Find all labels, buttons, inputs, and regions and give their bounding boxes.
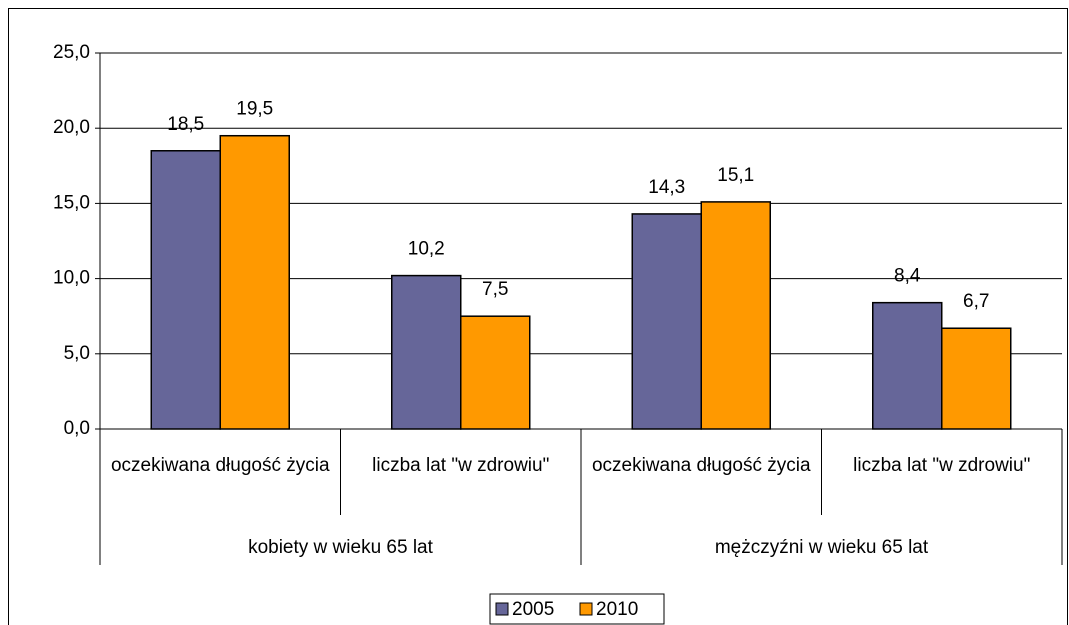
- data-label: 15,1: [717, 165, 754, 186]
- bar: [872, 301, 943, 430]
- legend-box: [489, 593, 665, 625]
- data-label: 19,5: [236, 99, 273, 120]
- bar: [631, 213, 702, 430]
- data-label: 18,5: [167, 114, 204, 135]
- data-label: 10,2: [408, 239, 445, 260]
- bar: [150, 150, 221, 430]
- x-tick-label: liczba lat "w zdrowiu": [372, 455, 550, 476]
- x-tick-label-box: liczba lat "w zdrowiu": [853, 455, 1031, 476]
- data-label: 6,7: [963, 291, 989, 312]
- x-tick-label-box: liczba lat "w zdrowiu": [372, 455, 550, 476]
- y-tick-label: 20,0: [53, 117, 90, 138]
- data-label: 14,3: [648, 177, 685, 198]
- legend: 2005 2010: [489, 593, 665, 625]
- data-label: 7,5: [482, 279, 508, 300]
- legend-label: 2010: [596, 599, 638, 620]
- x-tick-label-box: oczekiwana długość życia: [591, 455, 811, 476]
- x-tick-label: oczekiwana długość życia: [591, 455, 811, 476]
- legend-swatch: [579, 602, 593, 616]
- group-label: mężczyźni w wieku 65 lat: [715, 537, 929, 558]
- y-tick-label: 10,0: [53, 268, 90, 289]
- x-tick-label: oczekiwana długość życia: [110, 455, 330, 476]
- group-label: kobiety w wieku 65 lat: [248, 537, 434, 558]
- legend-label: 2005: [512, 599, 554, 620]
- bar: [460, 315, 531, 430]
- bar: [700, 201, 771, 430]
- data-label: 8,4: [894, 266, 921, 287]
- y-tick-label: 0,0: [64, 418, 90, 439]
- x-tick-label: liczba lat "w zdrowiu": [853, 455, 1031, 476]
- y-tick-label: 5,0: [64, 343, 90, 364]
- x-tick-label-box: oczekiwana długość życia: [110, 455, 330, 476]
- bar: [219, 134, 290, 430]
- legend-swatch: [495, 602, 509, 616]
- y-tick-label: 15,0: [53, 192, 90, 213]
- bar: [391, 274, 462, 430]
- bar: [941, 327, 1012, 430]
- y-tick-label: 25,0: [53, 42, 90, 63]
